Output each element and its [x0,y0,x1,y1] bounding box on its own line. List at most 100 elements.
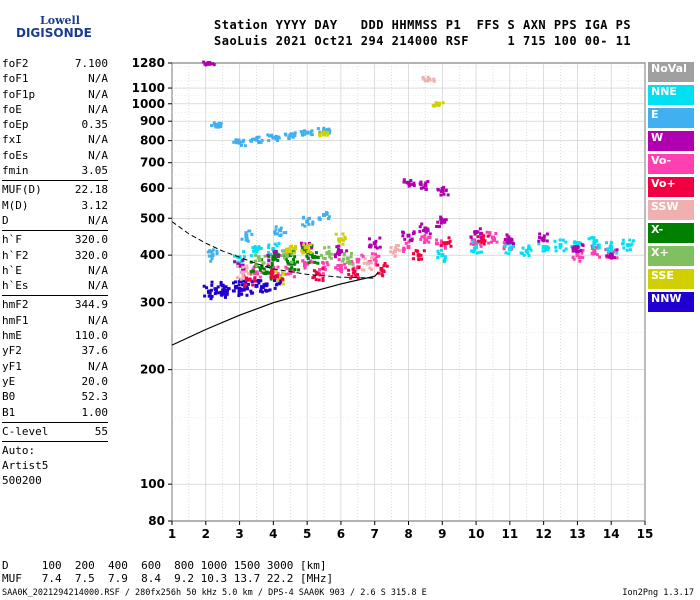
echo-point [276,253,280,257]
echo-point [275,275,279,279]
echo-point [241,274,245,278]
param-row: yF2 37.6 [2,343,108,358]
echo-point [277,135,281,139]
echo-point [270,274,274,278]
echo-point [269,269,273,273]
param-row: yE 20.0 [2,374,108,389]
echo-point [395,243,399,247]
echo-point [249,139,253,143]
echo-point [349,276,353,280]
echo-point [257,135,261,139]
echo-point [255,279,259,283]
echo-point [368,260,372,264]
echo-point [442,218,446,222]
echo-point [285,267,289,271]
echo-point [240,268,244,272]
echo-point [580,251,584,255]
echo-point [571,246,575,250]
echo-point [474,245,479,250]
echo-point [235,264,239,268]
echo-point [381,274,385,278]
echo-point [521,246,525,250]
echo-point [274,228,278,232]
echo-point [529,248,533,252]
echo-point [338,240,342,244]
footer-source-line: SAA0K_2021294214000.RSF / 280fx256h 50 k… [2,588,427,598]
echo-point [289,132,293,136]
echo-point [291,135,295,139]
echo-point [439,244,443,248]
echo-point [290,260,294,264]
echo-point [232,140,236,144]
param-name: fxI [2,133,22,147]
echo-point [269,275,273,279]
echo-point [252,137,256,141]
echo-point [352,269,357,274]
echo-point [545,232,549,236]
footer-version: Ion2Png 1.3.17 [622,588,694,598]
echo-point [259,279,263,283]
echo-point [241,265,245,269]
echo-point [233,280,237,284]
echo-point [327,215,331,219]
echo-point [338,237,343,242]
echo-point [423,79,427,83]
param-row: h`E N/A [2,263,108,278]
echo-point [615,251,619,255]
echo-point [441,101,445,105]
echo-point [357,257,361,261]
echo-point [241,283,245,287]
echo-point [270,263,274,267]
echo-point [592,241,597,246]
echo-point [626,243,631,248]
echo-point [244,280,248,284]
echo-point [437,103,441,107]
echo-point [301,259,305,263]
echo-point [597,243,601,247]
echo-point [612,256,616,260]
echo-point [325,128,329,132]
echo-point [253,272,257,276]
echo-point [253,279,257,283]
echo-point [323,131,327,135]
legend-item: Vo+ [648,177,694,197]
echo-point [274,137,278,141]
echo-point [579,255,583,259]
echo-point [320,253,324,257]
echo-point [263,254,267,258]
echo-point [282,256,286,260]
echo-point [254,259,258,263]
echo-point [211,62,215,66]
echo-point [480,250,484,254]
echo-point [268,288,272,292]
echo-point [295,260,299,264]
echo-point [234,286,238,290]
echo-point [243,283,247,287]
echo-point [282,231,286,235]
echo-point [362,261,366,265]
echo-point [244,276,248,280]
echo-point [237,280,241,284]
echo-point [543,248,547,252]
echo-point [257,255,261,259]
echo-point [540,237,544,241]
echo-point [316,255,320,259]
echo-point [360,253,364,257]
echo-point [306,257,310,261]
param-row: M(D) 3.12 [2,198,108,213]
echo-point [420,235,424,239]
echo-point [437,225,441,229]
echo-point [236,262,240,266]
echo-point [241,288,245,292]
echo-point [284,257,288,261]
echo-point [282,272,286,276]
echo-point [219,121,223,125]
x-tick-label: 2 [202,527,210,541]
echo-point [271,247,276,252]
echo-point [321,256,325,260]
echo-point [216,285,220,289]
separator [2,421,108,423]
echo-point [261,290,265,294]
echo-point [439,248,443,252]
echo-point [251,246,255,250]
